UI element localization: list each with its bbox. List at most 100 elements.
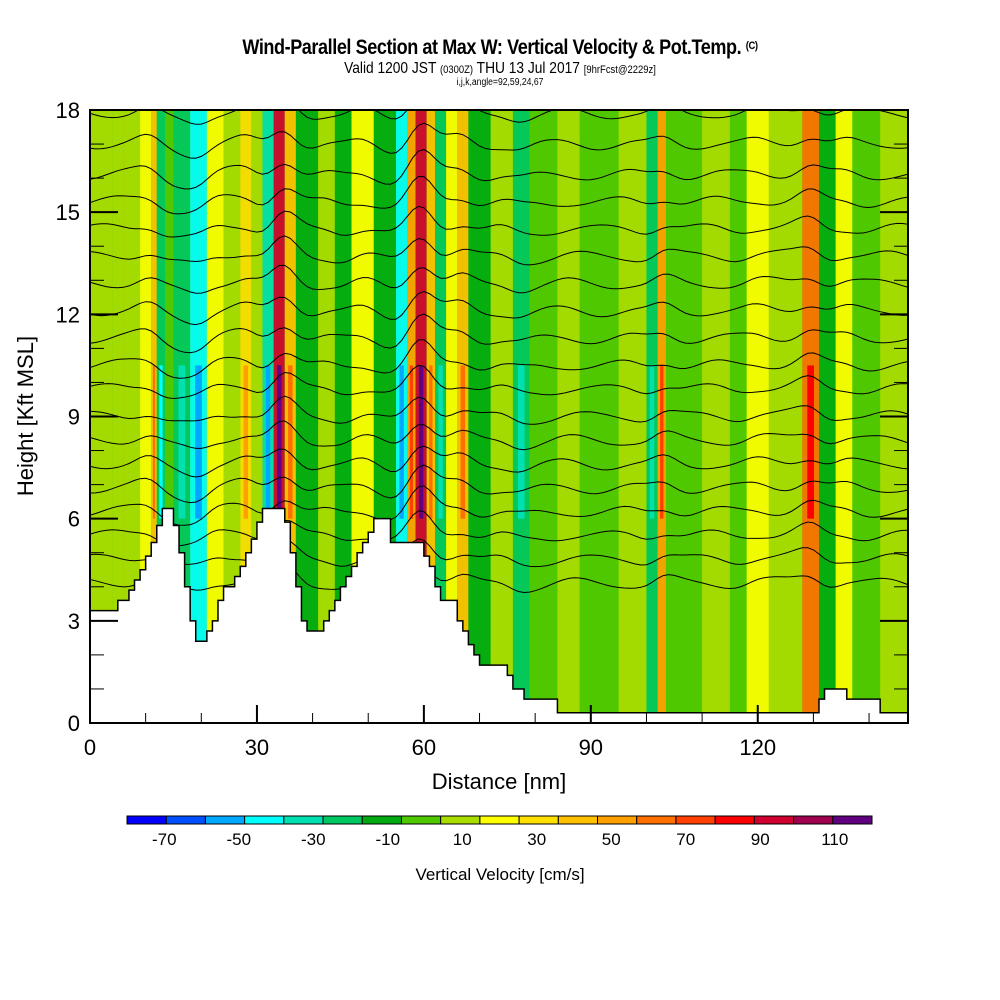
w-core-23 bbox=[418, 365, 424, 519]
theta-contours bbox=[90, 110, 908, 594]
colorbar-tick-label: -30 bbox=[301, 830, 326, 849]
theta-contour-11 bbox=[90, 395, 908, 425]
colorbar-bin-4 bbox=[283, 815, 324, 825]
theta-contour-17 bbox=[90, 538, 908, 568]
copyright-mark: (C) bbox=[745, 40, 758, 52]
x-axis-title: Distance [nm] bbox=[432, 769, 567, 794]
w-column-26 bbox=[446, 110, 458, 723]
colorbar-tick-label: 110 bbox=[821, 830, 848, 849]
w-column-39 bbox=[729, 110, 747, 723]
colorbar-bin-13 bbox=[636, 815, 677, 825]
w-core-7 bbox=[178, 365, 186, 519]
w-core-4 bbox=[152, 365, 156, 519]
w-column-43 bbox=[818, 110, 836, 723]
colorbar-tick-label: 70 bbox=[676, 830, 695, 849]
w-core-13 bbox=[265, 365, 271, 519]
theta-contour-7 bbox=[90, 290, 908, 326]
theta-contour-16 bbox=[90, 510, 908, 547]
y-axis-title: Height [Kft MSL] bbox=[13, 336, 38, 496]
w-core-35 bbox=[649, 365, 655, 519]
colorbar-bin-11 bbox=[557, 815, 599, 825]
colorbar-bin-8 bbox=[440, 815, 481, 825]
theta-contour-13 bbox=[90, 445, 908, 478]
colorbar-tick-label: -10 bbox=[375, 830, 400, 849]
y-tick-label: 3 bbox=[68, 609, 80, 634]
colorbar-bin-17 bbox=[793, 815, 834, 825]
colorbar-bin-6 bbox=[361, 815, 402, 825]
w-column-29 bbox=[490, 110, 513, 723]
w-column-32 bbox=[557, 110, 580, 723]
colorbar-bin-1 bbox=[165, 815, 206, 825]
x-axis: 0 30 60 90 120 bbox=[84, 705, 870, 760]
theta-contour-4 bbox=[90, 205, 908, 238]
theta-contour-12 bbox=[90, 420, 908, 451]
w-core-42 bbox=[807, 365, 814, 519]
w-core-21 bbox=[399, 365, 404, 519]
chart-subtitle: Valid 1200 JST (0300Z) THU 13 Jul 2017 [… bbox=[70, 60, 930, 78]
colorbar-bin-7 bbox=[400, 815, 442, 825]
colorbar-tick-label: 90 bbox=[751, 830, 770, 849]
colorbar-bin-15 bbox=[714, 815, 755, 825]
w-core-25 bbox=[438, 365, 443, 519]
colorbar: -70 -50 -30 -10 10 30 50 70 90 110 bbox=[126, 815, 873, 849]
theta-contour-5 bbox=[90, 235, 908, 266]
colorbar-bin-14 bbox=[675, 815, 716, 825]
w-column-41 bbox=[768, 110, 803, 723]
theta-contour-3 bbox=[90, 175, 908, 215]
theta-contour-9 bbox=[90, 339, 908, 379]
w-core-24 bbox=[429, 365, 433, 519]
colorbar-title: Vertical Velocity [cm/s] bbox=[415, 865, 584, 884]
theta-contour-6 bbox=[90, 264, 908, 294]
w-core-11 bbox=[243, 365, 249, 519]
w-column-16 bbox=[295, 110, 319, 723]
y-tick-label: 18 bbox=[56, 98, 80, 123]
x-tick-label: 30 bbox=[245, 735, 269, 760]
theta-contour-1 bbox=[90, 122, 908, 159]
terrain-profile bbox=[90, 507, 908, 723]
y-tick-label: 12 bbox=[56, 302, 80, 327]
theta-contour-10 bbox=[90, 364, 908, 400]
colorbar-bin-16 bbox=[753, 815, 795, 825]
valid-date: THU 13 Jul 2017 bbox=[476, 60, 580, 77]
colorbar-bin-2 bbox=[204, 815, 246, 825]
w-column-10 bbox=[223, 110, 241, 723]
y-tick-label: 0 bbox=[68, 711, 80, 736]
chart-title: Wind-Parallel Section at Max W: Vertical… bbox=[70, 36, 930, 60]
w-column-37 bbox=[665, 110, 703, 723]
colorbar-bin-0 bbox=[126, 815, 167, 825]
terrain bbox=[90, 507, 908, 723]
colorbar-tick-label: 10 bbox=[453, 830, 472, 849]
colorbar-bin-5 bbox=[322, 815, 363, 825]
colorbar-bin-10 bbox=[518, 815, 559, 825]
y-axis: 0 3 6 9 12 15 18 bbox=[56, 98, 908, 736]
theta-contour-2 bbox=[90, 149, 908, 190]
w-core-5 bbox=[159, 365, 163, 519]
colorbar-tick-label: -50 bbox=[226, 830, 251, 849]
y-tick-label: 6 bbox=[68, 507, 80, 532]
w-column-6 bbox=[165, 110, 174, 723]
y-tick-label: 9 bbox=[68, 405, 80, 430]
w-column-44 bbox=[835, 110, 853, 723]
theta-contour-18 bbox=[90, 562, 908, 594]
x-tick-label: 90 bbox=[579, 735, 603, 760]
w-core-14 bbox=[276, 365, 282, 519]
colorbar-tick-label: -70 bbox=[152, 830, 177, 849]
forecast-info: [9hrFcst@2229z] bbox=[583, 64, 656, 76]
w-column-2 bbox=[123, 110, 141, 723]
w-core-36 bbox=[660, 365, 664, 519]
theta-contour-0 bbox=[90, 110, 908, 125]
x-tick-label: 60 bbox=[412, 735, 436, 760]
w-core-22 bbox=[409, 365, 414, 519]
colorbar-bin-18 bbox=[832, 815, 873, 825]
colorbar-bin-12 bbox=[597, 815, 638, 825]
section-info: i,j,k,angle=92,59,24,67 bbox=[456, 77, 544, 88]
x-tick-label: 120 bbox=[739, 735, 776, 760]
theta-contour-8 bbox=[90, 313, 908, 354]
w-column-17 bbox=[318, 110, 335, 723]
y-tick-label: 15 bbox=[56, 200, 80, 225]
valid-time: Valid 1200 JST bbox=[344, 60, 437, 77]
colorbar-tick-label: 30 bbox=[527, 830, 546, 849]
w-column-28 bbox=[468, 110, 491, 723]
x-tick-label: 0 bbox=[84, 735, 96, 760]
w-core-27 bbox=[460, 365, 466, 519]
